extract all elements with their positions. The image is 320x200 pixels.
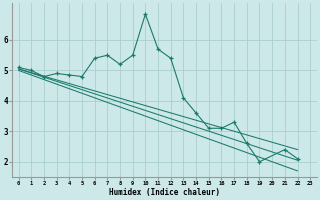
X-axis label: Humidex (Indice chaleur): Humidex (Indice chaleur) — [109, 188, 220, 197]
